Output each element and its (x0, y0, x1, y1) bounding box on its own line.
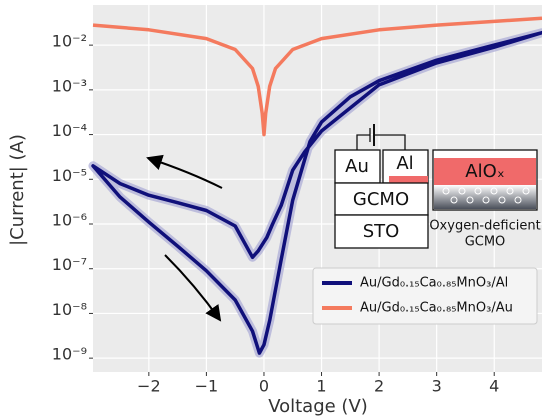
x-axis-label: Voltage (V) (268, 396, 368, 417)
legend-label: Au/Gd₀.₁₅Ca₀.₈₅MnO₃/Al (360, 276, 508, 291)
y-tick-label: 10⁻⁶ (52, 211, 87, 230)
schematic-label: AlOₓ (465, 161, 504, 182)
legend (312, 267, 538, 325)
y-tick-label: 10⁻⁴ (52, 121, 87, 140)
device-schematic (334, 124, 538, 249)
legend-label: Au/Gd₀.₁₅Ca₀.₈₅MnO₃/Au (360, 301, 513, 316)
y-tick-label: 10⁻⁵ (52, 166, 87, 185)
x-tick-label: 4 (489, 377, 499, 396)
y-tick-label: 10⁻⁹ (52, 345, 87, 364)
x-tick-label: 3 (432, 377, 442, 396)
x-tick-label: −1 (195, 377, 219, 396)
x-tick-label: −2 (137, 377, 161, 396)
schematic-label: Oxygen-deficient (429, 219, 540, 234)
sweep-arrow (164, 254, 222, 322)
y-tick-label: 10⁻⁸ (52, 300, 87, 319)
y-tick-label: 10⁻² (52, 32, 87, 51)
sweep-arrow (146, 154, 223, 189)
y-tick-label: 10⁻³ (52, 76, 87, 95)
x-tick-label: 1 (316, 377, 326, 396)
series-line (91, 30, 542, 355)
schematic-label: Au (345, 156, 369, 177)
y-tick-label: 10⁻⁷ (52, 255, 87, 274)
x-tick-label: 2 (374, 377, 384, 396)
schematic-label: GCMO (353, 189, 409, 210)
schematic-label: Al (396, 153, 413, 174)
schematic-label: GCMO (465, 235, 506, 250)
x-tick-label: 0 (259, 377, 269, 396)
series-line (92, 16, 542, 137)
y-axis-label: |Current| (A) (7, 134, 28, 246)
schematic-label: STO (363, 221, 400, 242)
